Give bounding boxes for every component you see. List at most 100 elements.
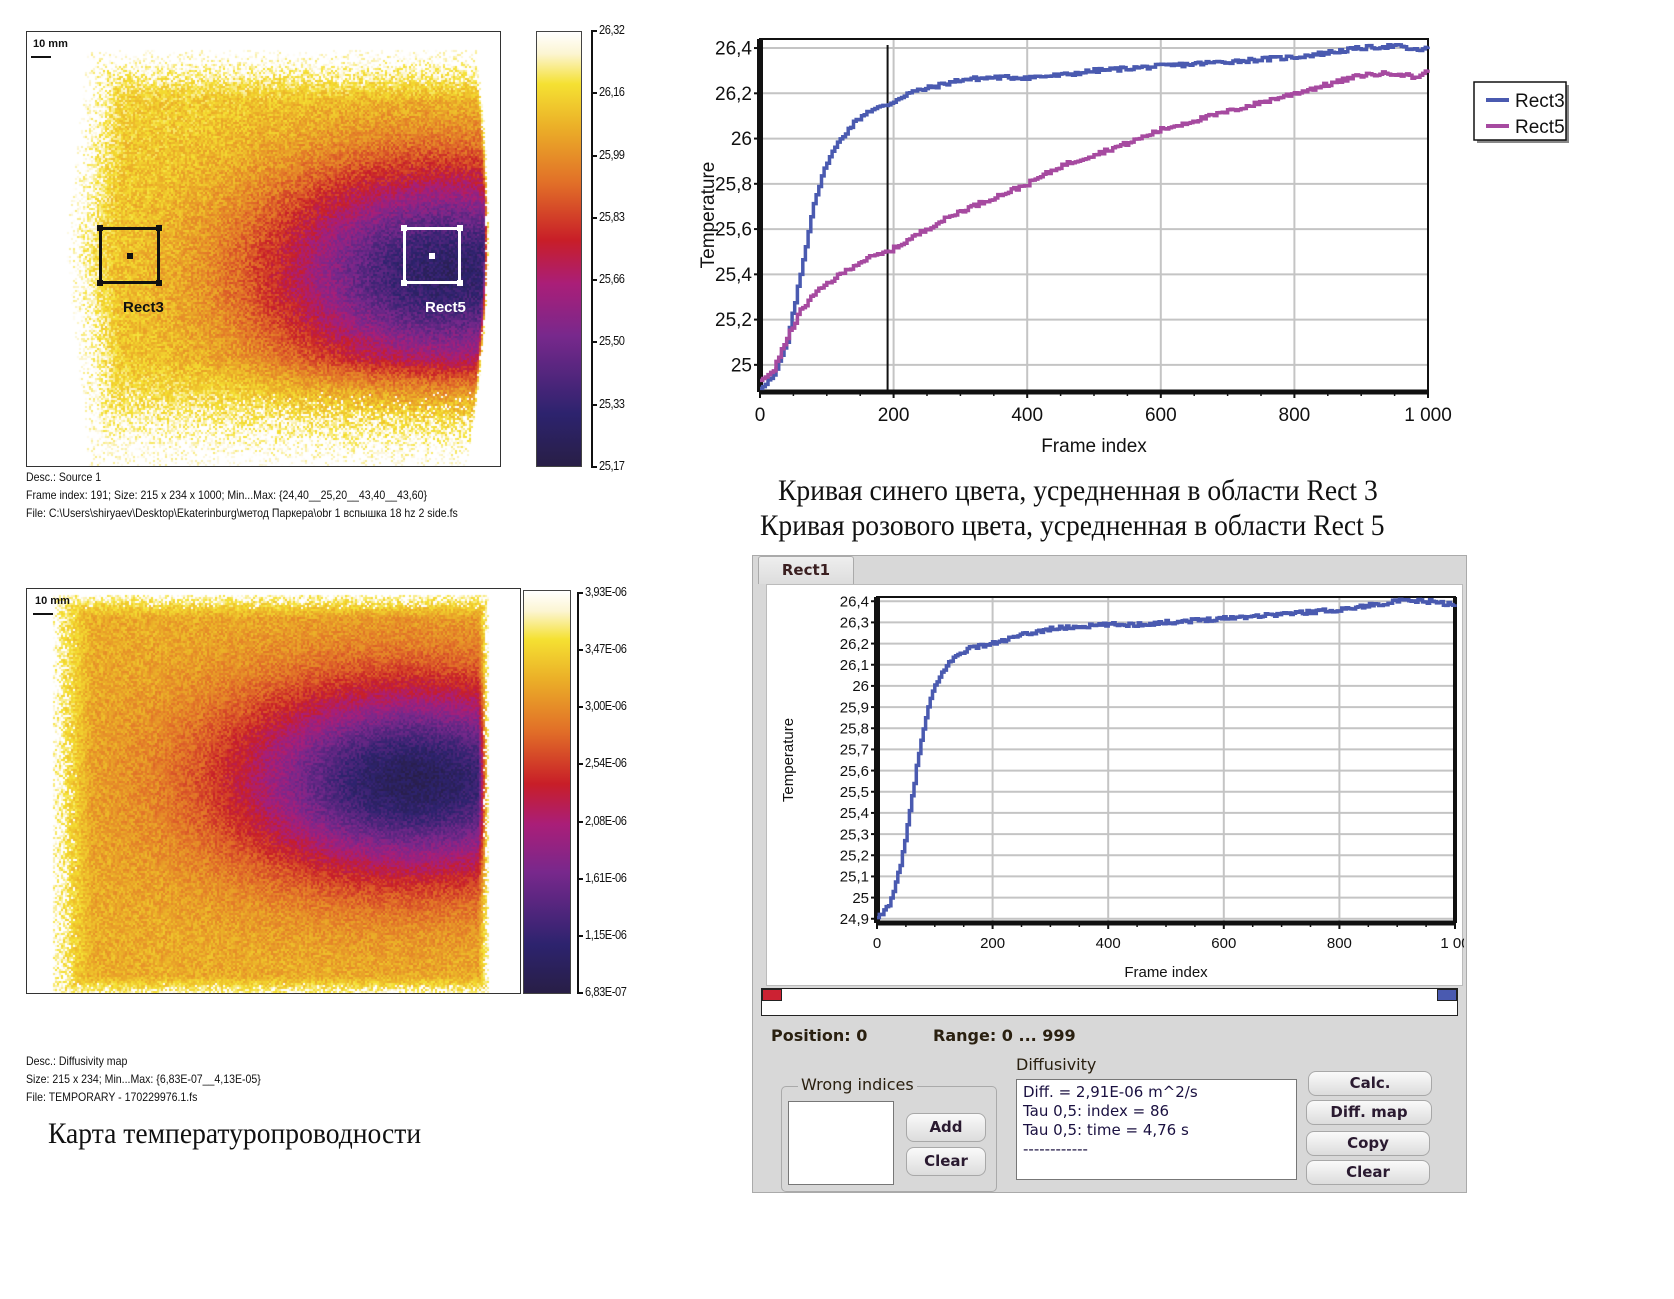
y-axis-label: Temperature (780, 718, 797, 802)
roi-handle[interactable] (97, 280, 103, 286)
y-tick-label: 25,4 (715, 265, 752, 286)
clear-indices-button[interactable]: Clear (906, 1147, 986, 1176)
y-tick-label: 25,4 (840, 805, 869, 822)
plot-frame (876, 596, 1456, 924)
chart-legend: Rect3 Rect5 (1473, 81, 1569, 143)
range-label: Range: 0 ... 999 (933, 1026, 1076, 1045)
result-tau-time: Tau 0,5: time = 4,76 s (1023, 1121, 1189, 1139)
chart-caption-line2: Кривая розового цвета, усредненная в обл… (760, 509, 1385, 542)
x-tick-label: 400 (1011, 405, 1043, 426)
source-desc: Desc.: Source 1 (26, 470, 102, 484)
series-line-rect5 (760, 69, 1430, 383)
y-tick-label: 25,8 (715, 174, 752, 195)
x-tick-label: 1 000 (1404, 405, 1452, 426)
roi-handle[interactable] (457, 280, 463, 286)
wrong-indices-list[interactable] (788, 1101, 894, 1185)
colorbar-tick-label: 2,54E-06 (585, 755, 627, 771)
colorbar-tick (591, 92, 597, 95)
x-tick-label: 600 (1145, 405, 1177, 426)
wrong-indices-title: Wrong indices (798, 1075, 917, 1094)
plot-frame (759, 38, 1429, 393)
roi-handle[interactable] (401, 225, 407, 231)
colorbar-tick-label: 3,93E-06 (585, 584, 627, 599)
x-axis-label: Frame index (1124, 964, 1208, 981)
colorbar-tick (577, 934, 583, 937)
source-colorbar (536, 31, 582, 467)
colorbar-tick-label: 25,50 (599, 333, 625, 349)
result-separator: ------------ (1023, 1140, 1088, 1158)
y-tick-label: 26,1 (840, 657, 869, 674)
y-tick-label: 25,8 (840, 720, 869, 737)
calc-button[interactable]: Calc. (1308, 1071, 1432, 1096)
colorbar-tick-label: 25,33 (599, 395, 625, 411)
y-tick-label: 25,1 (840, 869, 869, 886)
diffusivity-map[interactable]: 10 mm (26, 588, 521, 994)
colorbar-tick (591, 216, 597, 219)
y-tick-label: 26,4 (715, 39, 752, 60)
diff-map-button[interactable]: Diff. map (1306, 1100, 1432, 1125)
y-tick-label: 26,4 (840, 593, 869, 610)
add-index-button[interactable]: Add (906, 1113, 986, 1142)
x-tick-label: 800 (1279, 405, 1311, 426)
source-colorbar-axis: 26,32 26,16 25,99 25,83 25,66 25,50 25,33 25,17 (591, 22, 625, 473)
y-tick-label: 25,6 (715, 220, 752, 241)
y-tick-label: 25 (731, 355, 752, 376)
tab-rect1[interactable]: Rect1 (758, 556, 854, 584)
x-tick-label: 1 00 (1440, 935, 1464, 952)
colorbar-tick (591, 30, 597, 32)
diffusivity-results: Diff. = 2,91E-06 m^2/s Tau 0,5: index = … (1016, 1079, 1297, 1180)
chart-panel: 24,9 25 25,1 25,2 25,3 25,4 25,5 25,6 25,7 25,8 25… (766, 584, 1464, 986)
roi-handle[interactable] (457, 225, 463, 231)
scale-bar (33, 613, 53, 615)
roi-handle[interactable] (156, 280, 162, 286)
y-tick-label: 24,9 (840, 911, 869, 928)
colorbar-tick-label: 26,16 (599, 84, 625, 100)
roi-label-rect3: Rect3 (123, 299, 164, 316)
y-tick-label: 25,5 (840, 784, 869, 801)
frame-range-slider[interactable] (761, 988, 1458, 1016)
colorbar-tick-label: 6,83E-07 (585, 984, 627, 999)
copy-button[interactable]: Copy (1306, 1131, 1430, 1156)
colorbar-tick-label: 1,61E-06 (585, 869, 627, 885)
colorbar-tick (577, 592, 583, 594)
y-axis-label: Temperature (700, 162, 719, 269)
roi-handle[interactable] (401, 280, 407, 286)
colorbar-tick (577, 820, 583, 823)
colorbar-tick (591, 466, 597, 468)
colorbar-tick (591, 154, 597, 157)
roi-center-point (429, 252, 435, 259)
y-tick-label: 25,3 (840, 826, 869, 843)
diffusivity-heading: Diffusivity (1016, 1055, 1097, 1074)
result-diff: Diff. = 2,91E-06 m^2/s (1023, 1083, 1198, 1101)
clear-button[interactable]: Clear (1306, 1160, 1430, 1185)
colorbar-tick-label: 25,17 (599, 458, 625, 473)
y-tick-label: 26,3 (840, 615, 869, 632)
series-line-rect3 (760, 42, 1430, 391)
colorbar-tick-label: 25,99 (599, 146, 625, 162)
result-tau-index: Tau 0,5: index = 86 (1023, 1102, 1170, 1120)
y-tick-label: 26,2 (840, 636, 869, 653)
range-start-handle[interactable] (762, 989, 782, 1001)
x-tick-label: 400 (1096, 935, 1121, 952)
x-tick-label: 200 (980, 935, 1005, 952)
x-tick-label: 200 (878, 405, 910, 426)
range-end-handle[interactable] (1437, 989, 1457, 1001)
diffusivity-file-path: File: TEMPORARY - 170229976.1.fs (26, 1090, 198, 1104)
roi-center-point (126, 252, 133, 259)
source-file-path: File: C:\Users\shiryaev\Desktop\Ekaterin… (26, 506, 458, 520)
roi-rect3[interactable] (97, 225, 162, 286)
diffusivity-dialog: Rect1 24,9 25 25,1 25,2 25,3 25,4 25,5 25,6 25,7… (752, 555, 1467, 1193)
colorbar-tick (591, 403, 597, 406)
legend-label-rect5: Rect5 (1515, 117, 1565, 138)
roi-rect5[interactable] (401, 225, 463, 286)
wrong-indices-group: Wrong indices Add Clear (781, 1075, 997, 1192)
diffusivity-size-info: Size: 215 x 234; Min...Max: {6,83E-07__4… (26, 1072, 261, 1086)
x-tick-label: 0 (755, 405, 766, 426)
y-tick-label: 25 (852, 890, 869, 907)
source-thermal-map[interactable]: 10 mm Rect3 Rect5 (26, 31, 501, 467)
colorbar-tick-label: 3,47E-06 (585, 641, 627, 657)
colorbar-tick-label: 3,00E-06 (585, 698, 627, 714)
roi-handle[interactable] (156, 225, 162, 231)
scale-label: 10 mm (33, 38, 68, 50)
roi-handle[interactable] (97, 225, 103, 231)
